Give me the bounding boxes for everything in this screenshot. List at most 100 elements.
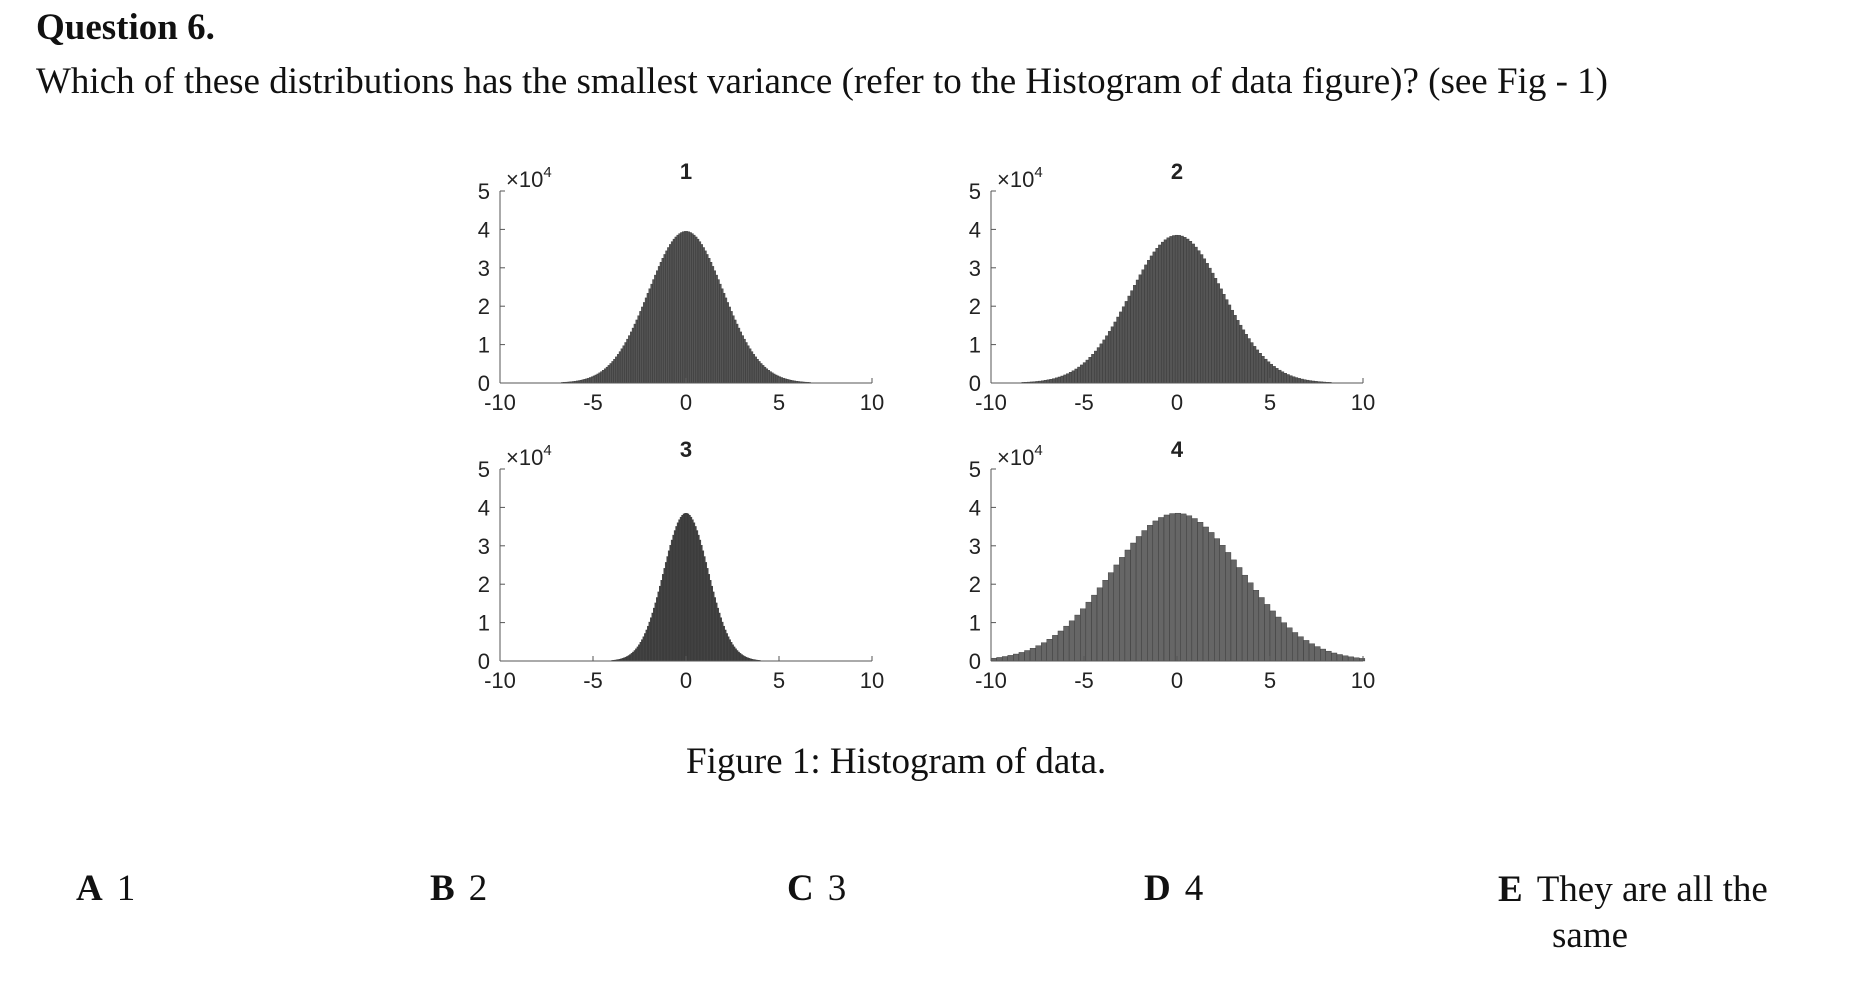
histogram-bar: [696, 238, 700, 384]
panel-title: 2: [1171, 159, 1183, 184]
histogram-bar: [708, 258, 711, 384]
histogram-bar: [747, 345, 750, 384]
histogram-bar: [644, 297, 648, 384]
y-tick-label: 4: [478, 217, 490, 242]
histogram-bar: [754, 356, 757, 384]
histogram-bar: [756, 359, 759, 384]
histogram-bar: [638, 644, 641, 662]
histogram-bar: [1066, 373, 1070, 384]
histogram-bar: [598, 372, 601, 384]
x-tick-label: 10: [1351, 390, 1375, 415]
histogram-bar: [1230, 309, 1234, 384]
histogram-bar: [666, 556, 669, 662]
histogram-bar: [1255, 349, 1260, 384]
x-tick-label: 5: [1264, 390, 1276, 415]
option-text: They are all the: [1536, 869, 1768, 910]
option-e[interactable]: E They are all the same: [1498, 867, 1838, 959]
panel-title: 4: [1171, 437, 1184, 462]
histogram-bar: [1286, 627, 1293, 662]
histogram-bars: [1021, 234, 1332, 384]
histogram-bar: [697, 534, 700, 662]
histogram-bar: [1213, 538, 1220, 662]
x-tick-label: 0: [1171, 668, 1183, 693]
histogram-bar: [693, 522, 696, 662]
histogram-bar: [720, 617, 722, 662]
histogram-bar: [1096, 347, 1101, 384]
histogram-bar: [641, 306, 644, 384]
histogram-bar: [691, 519, 694, 662]
histogram-bar: [739, 331, 743, 384]
histogram-bar: [594, 374, 597, 384]
histogram-bar: [1241, 574, 1248, 662]
histogram-bar: [1239, 324, 1243, 384]
option-text: 1: [116, 868, 136, 909]
histogram-bar: [736, 650, 739, 662]
histogram-bar: [684, 513, 687, 662]
histogram-bar: [725, 633, 728, 662]
histogram-bar: [688, 515, 691, 662]
y-tick-label: 4: [969, 217, 981, 242]
histogram-bar: [653, 607, 655, 662]
histogram-bar: [750, 351, 754, 384]
histogram-bar: [1247, 582, 1254, 662]
histogram-bar: [1177, 235, 1181, 384]
histogram-bar: [1227, 304, 1232, 384]
histogram-bar: [714, 597, 716, 662]
histogram-bar: [1077, 366, 1081, 384]
histogram-bar: [723, 293, 726, 384]
histogram-bar: [648, 288, 651, 384]
histogram-bar: [1107, 572, 1114, 662]
x-tick-label: -10: [975, 668, 1007, 693]
histogram-bar: [717, 279, 720, 384]
x-tick-label: -10: [484, 668, 516, 693]
histogram-bar: [1080, 364, 1084, 384]
histogram-bar: [728, 306, 731, 384]
histogram-bar: [672, 238, 676, 384]
histogram-bar: [1194, 246, 1198, 384]
histogram-bar: [654, 602, 657, 662]
histogram-bar: [758, 361, 761, 384]
x-tick-label: 10: [1351, 668, 1375, 693]
histogram-bar: [1292, 632, 1299, 662]
axis-scale-label: ×104: [997, 442, 1043, 470]
histogram-bar: [737, 651, 740, 662]
histogram-bar: [682, 513, 685, 662]
histogram-bar: [702, 550, 705, 662]
histogram-bar: [739, 653, 742, 662]
histogram-bars: [611, 513, 761, 662]
histogram-bar: [1280, 622, 1287, 662]
histogram-bar: [1183, 237, 1187, 384]
histogram-bar: [690, 516, 693, 662]
x-tick-label: 0: [680, 390, 692, 415]
histogram-bar: [1113, 564, 1120, 662]
option-text: 4: [1184, 868, 1204, 909]
y-tick-label: 1: [969, 611, 981, 636]
histogram-bar: [1063, 625, 1070, 662]
histogram-bar: [1233, 315, 1237, 384]
x-tick-label: 5: [773, 390, 785, 415]
histogram-bar: [589, 377, 592, 384]
axis-scale-exponent: 4: [1034, 442, 1042, 459]
histogram-bar: [1071, 370, 1075, 384]
histogram-bar: [1253, 590, 1260, 662]
histogram-bar: [708, 574, 711, 662]
histogram-bar: [1247, 338, 1251, 384]
histogram-bar: [1180, 513, 1187, 662]
histogram-bar: [1080, 608, 1087, 662]
histogram-bar: [1325, 650, 1332, 662]
histogram-bar: [1250, 342, 1254, 384]
histogram-bar: [682, 231, 685, 384]
histogram-bar: [632, 651, 635, 662]
histogram-bar: [656, 270, 659, 384]
histogram-bar: [1278, 369, 1282, 384]
histogram-bar: [657, 591, 660, 662]
histogram-bar: [651, 612, 654, 662]
histogram-bar: [1264, 358, 1268, 384]
histogram-bar: [639, 311, 642, 384]
histogram-bar: [1046, 639, 1053, 662]
